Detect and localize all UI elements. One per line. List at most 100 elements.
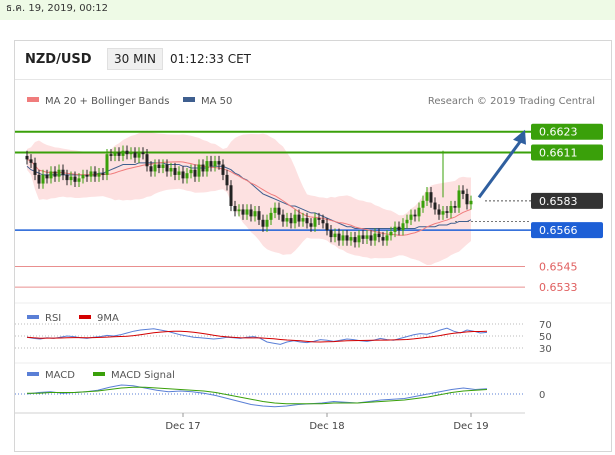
x-tick-label-1: Dec 18 xyxy=(309,421,344,432)
rsi-level-label-1: 50 xyxy=(539,332,552,343)
candle-body xyxy=(221,164,225,175)
candle-body xyxy=(105,154,109,175)
candle-body xyxy=(405,219,409,224)
candle-body xyxy=(117,152,121,156)
candle-body xyxy=(429,192,433,203)
candle-body xyxy=(441,211,445,215)
date-bar: ธ.ค. 19, 2019, 00:12 xyxy=(0,0,615,20)
candle-body xyxy=(229,185,233,206)
instrument-time: 01:12:33 CET xyxy=(170,52,251,66)
candle-body xyxy=(81,174,85,179)
candle-body xyxy=(193,169,197,177)
macd-signal-line xyxy=(27,386,488,405)
candle-body xyxy=(241,209,245,215)
candle-body xyxy=(381,237,385,241)
rsi-legend-label: RSI xyxy=(45,313,61,324)
candle-body xyxy=(165,164,169,172)
candle-body xyxy=(305,218,309,224)
candle-body xyxy=(297,214,301,222)
rsi-level-label-2: 30 xyxy=(539,344,552,355)
candle-body xyxy=(373,233,377,241)
level-tag-3 xyxy=(531,222,603,239)
price-plot: 0.6623 0.6611 0.6583 0.6566 0.6545 0.6533 xyxy=(15,123,603,294)
candle-body xyxy=(365,235,369,239)
candle-body xyxy=(181,171,185,179)
candle-body xyxy=(445,211,449,213)
bollinger-band xyxy=(27,131,471,266)
candle-body xyxy=(77,178,81,182)
candle-body xyxy=(29,159,33,163)
candle-body xyxy=(213,161,217,167)
candle-body xyxy=(313,218,317,227)
candle-body xyxy=(129,152,133,155)
level-label-0: 0.6623 xyxy=(539,126,578,139)
chart-svg: MA 20 + Bollinger Bands MA 50 Research ©… xyxy=(15,96,611,432)
ma20-line xyxy=(26,158,472,236)
candle-body xyxy=(293,214,297,224)
candle-body xyxy=(301,218,305,222)
candle-body xyxy=(97,173,101,177)
macd-legend-swatch xyxy=(27,372,39,376)
candle-body xyxy=(457,190,461,208)
candle-body xyxy=(401,223,405,231)
candle-body xyxy=(353,237,357,243)
candle-body xyxy=(173,168,177,175)
candle-body xyxy=(49,171,53,179)
macd-line xyxy=(26,384,488,408)
level-label-3: 0.6566 xyxy=(539,224,578,237)
candle-body xyxy=(161,164,165,168)
level-label-4: 0.6545 xyxy=(539,260,578,273)
candle-body xyxy=(245,209,249,215)
candle-body xyxy=(109,154,113,156)
candle-body xyxy=(385,235,389,241)
candle-body xyxy=(121,150,125,156)
candle-body xyxy=(133,152,137,158)
candle-body xyxy=(345,235,349,241)
candle-body xyxy=(153,164,157,172)
candle-body xyxy=(41,174,45,184)
candle-body xyxy=(309,223,313,227)
candle-body xyxy=(93,171,97,177)
candle-body xyxy=(425,192,429,201)
candle-body xyxy=(317,218,321,220)
forecast-arrow-head xyxy=(513,129,526,145)
candle-body xyxy=(177,171,181,175)
chart-header: NZD/USD 30 MIN 01:12:33 CET xyxy=(15,41,611,80)
candle-body xyxy=(325,223,329,231)
candle-body xyxy=(205,161,209,172)
candle-body xyxy=(61,169,65,175)
candle-body xyxy=(333,233,337,238)
rsi-ma-line xyxy=(26,330,488,343)
candle-body xyxy=(145,154,149,167)
ma20-legend-label: MA 20 + Bollinger Bands xyxy=(45,96,169,107)
candle-body xyxy=(141,152,145,155)
macd-legend-label: MACD xyxy=(45,370,75,381)
candle-body xyxy=(337,233,341,241)
candle-body xyxy=(257,211,261,220)
candle-body xyxy=(341,235,345,241)
candle-body xyxy=(273,207,277,213)
candle-body xyxy=(249,209,253,217)
candle-body xyxy=(37,174,41,184)
level-tag-0 xyxy=(531,123,603,140)
candle-body xyxy=(449,206,453,213)
candle-body xyxy=(321,219,325,224)
candle-body xyxy=(125,150,129,155)
chart-panel: NZD/USD 30 MIN 01:12:33 CET MA 20 + Boll… xyxy=(14,40,612,452)
level-label-5: 0.6533 xyxy=(539,281,578,294)
candle-body xyxy=(157,164,161,168)
candle-body xyxy=(197,164,201,177)
candle-body xyxy=(397,226,401,231)
candle-body xyxy=(209,161,213,167)
candle-body xyxy=(461,190,465,194)
candle-body xyxy=(53,171,57,177)
candle-body xyxy=(57,169,61,177)
candle-body xyxy=(233,206,237,212)
macd-signal-legend-label: MACD Signal xyxy=(111,370,175,381)
candle-body xyxy=(65,174,69,181)
candle-body xyxy=(453,206,457,208)
ma20-legend-swatch xyxy=(27,97,39,102)
timeframe-badge[interactable]: 30 MIN xyxy=(107,48,163,70)
candle-body xyxy=(137,152,141,158)
